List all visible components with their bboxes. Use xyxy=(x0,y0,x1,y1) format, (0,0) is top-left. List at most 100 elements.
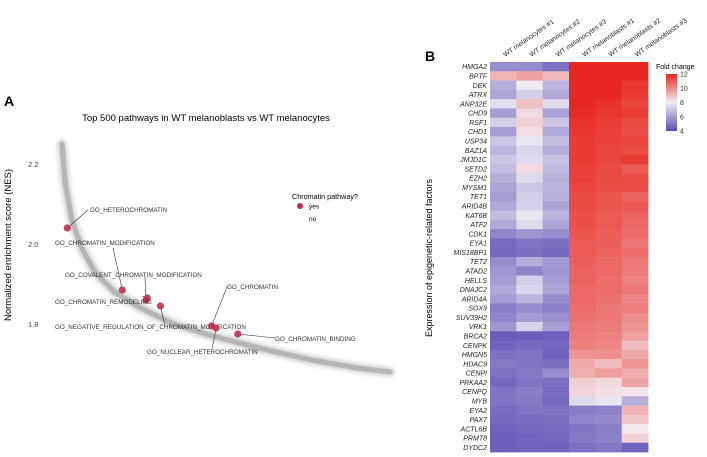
row-label: HMGA2 xyxy=(462,64,487,71)
heatmap-cell xyxy=(490,433,517,444)
heatmap-cell xyxy=(516,182,544,193)
highlighted-point-group: GO_NUCLEAR_HETEROCHROMATIN xyxy=(147,324,258,356)
row-label: ANP32E xyxy=(459,101,487,108)
heatmap-cell xyxy=(542,229,570,239)
heatmap-cell xyxy=(569,359,596,369)
heatmap-cells xyxy=(490,62,649,453)
heatmap-cell xyxy=(621,164,649,174)
heatmap-cell xyxy=(569,182,596,193)
heatmap-cell xyxy=(490,312,517,323)
heatmap-cell xyxy=(595,257,623,267)
panel-a: A Top 500 pathways in WT melanoblasts vs… xyxy=(3,93,395,377)
heatmap-cell xyxy=(569,229,596,239)
heatmap-cell xyxy=(595,322,623,332)
heatmap-cell xyxy=(595,340,623,351)
heatmap-cell xyxy=(542,173,570,184)
heatmap-cell xyxy=(569,377,596,388)
heatmap-cell xyxy=(490,71,517,81)
row-label: DYDC2 xyxy=(463,445,487,452)
row-label: DNAJC2 xyxy=(460,287,487,294)
heatmap-cell xyxy=(621,247,649,258)
nes-curve-line xyxy=(59,141,393,375)
point-label: GO_CHROMATIN_BINDING xyxy=(275,336,356,343)
heatmap-cell xyxy=(490,229,517,239)
point-label: GO_HETEROCHROMATIN xyxy=(90,207,168,214)
heatmap-cell xyxy=(516,257,544,267)
heatmap-cell xyxy=(569,442,596,453)
heatmap-cell xyxy=(595,154,623,165)
row-label: HDAC9 xyxy=(463,361,487,368)
heatmap-cell xyxy=(542,71,570,81)
row-label: CHD9 xyxy=(468,111,487,118)
heatmap-cell xyxy=(490,136,517,146)
heatmap-cell xyxy=(569,257,596,267)
heatmap-cell xyxy=(621,108,649,119)
heatmap-cell xyxy=(621,99,649,109)
panel-b: B Expression of epigenetic-related facto… xyxy=(424,17,695,453)
heatmap-cell xyxy=(569,145,596,156)
point-label: GO_CHROMATIN_MODIFICATION xyxy=(55,240,155,247)
heatmap-cell xyxy=(621,284,649,295)
highlighted-points: GO_HETEROCHROMATIN GO_CHROMATIN_MODIFICAT… xyxy=(55,207,356,356)
heatmap-cell xyxy=(542,266,570,276)
heatmap-cell xyxy=(516,284,544,295)
heatmap-cell xyxy=(569,238,596,249)
heatmap-cell xyxy=(595,396,623,406)
heatmap-cell xyxy=(490,284,517,295)
row-label: BPTF xyxy=(469,74,488,81)
heatmap-cell xyxy=(595,80,623,91)
heatmap-cell xyxy=(542,294,570,304)
row-label: MYSM1 xyxy=(462,185,487,192)
heatmap-cell xyxy=(595,303,623,314)
heatmap-cell xyxy=(542,201,570,211)
heatmap-cell xyxy=(621,117,649,128)
heatmap-cell xyxy=(490,127,517,137)
row-label: TET2 xyxy=(470,259,487,266)
heatmap-cell xyxy=(516,201,544,211)
heatmap-cell xyxy=(516,442,544,453)
heatmap-cell xyxy=(516,210,544,221)
y-axis-label: Normalized enrichment score (NES) xyxy=(3,169,14,321)
heatmap-cell xyxy=(542,312,570,323)
point-label: GO_NEGATIVE_REGULATION_OF_CHROMATIN_MODI… xyxy=(55,324,246,331)
row-label: DEK xyxy=(473,83,488,90)
heatmap-cell xyxy=(621,210,649,221)
heatmap-cell xyxy=(595,210,623,221)
heatmap-cell xyxy=(595,89,623,100)
heatmap-cell xyxy=(542,192,570,202)
heatmap-cell xyxy=(490,442,517,453)
heatmap-cell xyxy=(490,99,517,109)
chromatin-point xyxy=(156,302,164,310)
heatmap-cell xyxy=(516,154,544,165)
heatmap-cell xyxy=(621,62,649,72)
highlighted-point-group: GO_CHROMATIN xyxy=(207,284,278,330)
heatmap-cell xyxy=(569,340,596,351)
heatmap-cell xyxy=(542,127,570,137)
heatmap-cell xyxy=(569,247,596,258)
row-label: CENPI xyxy=(466,371,487,378)
heatmap-cell xyxy=(490,331,517,341)
heatmap-cell xyxy=(621,275,649,286)
heatmap-cell xyxy=(569,80,596,91)
heatmap-cell xyxy=(516,136,544,146)
heatmap-cell xyxy=(621,219,649,230)
row-label: TET1 xyxy=(470,194,487,201)
legend-yes-label: yes xyxy=(309,204,320,211)
heatmap-cell xyxy=(621,322,649,332)
heatmap-cell xyxy=(621,145,649,156)
heatmap-cell xyxy=(516,117,544,128)
heatmap-y-axis-label: Expression of epigenetic-related factors xyxy=(424,178,434,337)
heatmap-cell xyxy=(621,89,649,100)
heatmap-cell xyxy=(542,414,570,425)
heatmap-cell xyxy=(595,192,623,202)
chromatin-point xyxy=(212,324,220,332)
heatmap-cell xyxy=(595,294,623,304)
heatmap-cell xyxy=(516,377,544,388)
heatmap-cell xyxy=(621,340,649,351)
heatmap-cell xyxy=(516,405,544,416)
heatmap-cell xyxy=(516,89,544,100)
heatmap-cell xyxy=(595,349,623,360)
heatmap-cell xyxy=(621,387,649,397)
heatmap-cell xyxy=(542,387,570,397)
row-label: KAT6B xyxy=(465,213,487,220)
